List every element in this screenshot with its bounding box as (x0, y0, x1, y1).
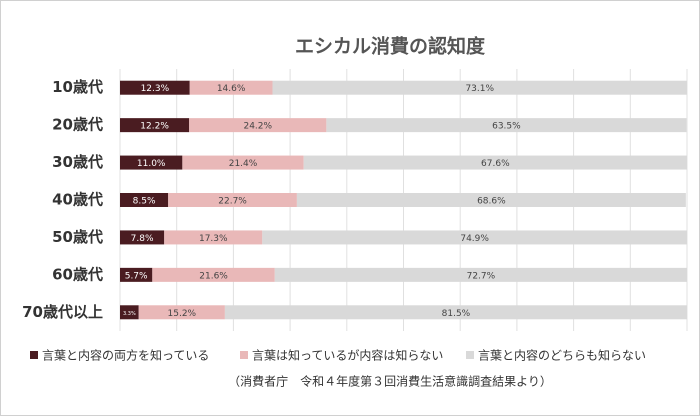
bar-segment (182, 155, 304, 170)
bar-segment (152, 267, 275, 282)
data-label: 74.9% (460, 234, 489, 244)
data-label: 67.6% (481, 159, 510, 169)
bar-segment (120, 80, 190, 95)
bar-segment (120, 118, 190, 133)
bar-segment (303, 155, 687, 170)
data-label: 72.7% (467, 271, 496, 281)
data-label: 63.5% (492, 122, 521, 132)
data-label: 7.8% (131, 234, 154, 244)
data-label: 17.3% (199, 234, 228, 244)
data-label: 81.5% (442, 309, 471, 319)
legend-swatch (240, 351, 248, 359)
y-tick-label: 60歳代 (52, 265, 103, 283)
bar-segment (326, 118, 687, 133)
bar-segment (120, 305, 139, 320)
data-label: 21.4% (229, 159, 258, 169)
data-label: 11.0% (137, 159, 166, 169)
data-label: 15.2% (168, 309, 197, 319)
y-tick-label: 20歳代 (52, 116, 103, 134)
bar-segment (164, 230, 263, 245)
data-label: 24.2% (243, 122, 272, 132)
bar-segment (262, 230, 687, 245)
data-label: 12.2% (140, 122, 169, 132)
chart-title: エシカル消費の認知度 (295, 35, 486, 58)
bar-segment (120, 155, 183, 170)
bar-segment (189, 118, 327, 133)
bar-segment (272, 80, 687, 95)
legend-swatch (466, 351, 474, 359)
y-tick-label: 30歳代 (52, 153, 103, 171)
bar-segment (138, 305, 225, 320)
data-label: 22.7% (218, 197, 247, 207)
legend-swatch (30, 351, 38, 359)
legend-label: 言葉は知っているが内容は知らない (252, 348, 443, 363)
bar-segment (120, 193, 169, 207)
data-label: 8.5% (133, 197, 156, 207)
data-label: 68.6% (477, 197, 506, 207)
data-label: 73.1% (465, 84, 494, 94)
bar-segment (120, 267, 153, 282)
y-tick-label: 70歳代以上 (22, 303, 103, 321)
data-label: 14.6% (217, 84, 246, 94)
bar-segment (189, 80, 273, 95)
y-tick-label: 40歳代 (52, 191, 103, 209)
data-label: 12.3% (141, 84, 170, 94)
data-label: 3.3% (123, 311, 136, 317)
data-label: 5.7% (125, 271, 148, 281)
legend-label: 言葉と内容のどちらも知らない (478, 348, 646, 363)
y-tick-label: 50歳代 (52, 228, 103, 246)
bar-segment (296, 193, 686, 207)
bar-segment (274, 267, 687, 282)
y-tick-label: 10歳代 (52, 78, 103, 96)
bar-segment (168, 193, 297, 207)
annotation: （消費者庁 令和４年度第３回消費生活意識調査結果より） (228, 374, 552, 389)
bar-segment (224, 305, 687, 320)
data-label: 21.6% (199, 271, 228, 281)
legend-label: 言葉と内容の両方を知っている (42, 348, 209, 363)
bar-segment (120, 230, 165, 245)
